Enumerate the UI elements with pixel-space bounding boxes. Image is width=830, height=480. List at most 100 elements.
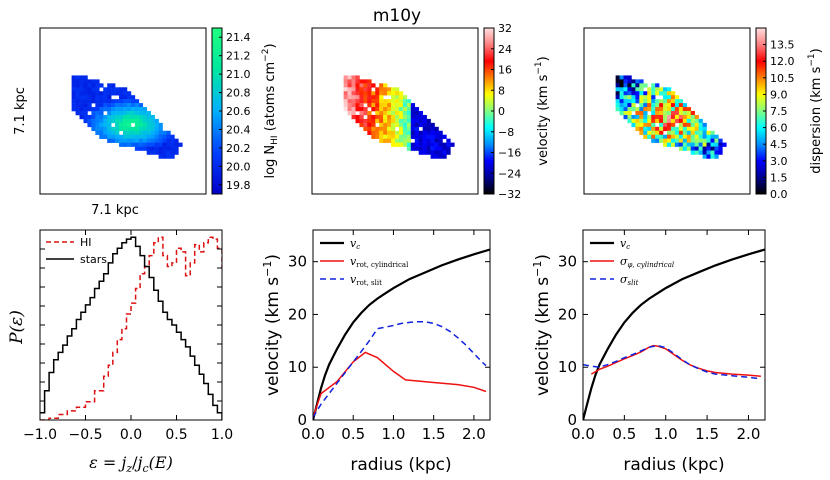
map-pixel xyxy=(87,83,92,88)
map-pixel xyxy=(154,122,159,128)
map-pixel xyxy=(103,122,108,128)
map-pixel xyxy=(698,130,703,136)
map-pixel xyxy=(142,126,148,132)
map-pixel xyxy=(383,103,388,108)
map-pixel xyxy=(115,126,120,132)
map-pixel xyxy=(99,91,104,96)
map-pixel xyxy=(359,111,364,116)
map-pixel xyxy=(387,118,392,124)
map-pixel xyxy=(115,87,120,92)
map-pixel xyxy=(667,114,672,120)
map-pixel xyxy=(134,111,140,116)
map-pixel xyxy=(627,95,632,100)
map-pixel xyxy=(422,134,427,139)
map-pixel xyxy=(678,99,684,104)
map-pixel xyxy=(694,150,699,155)
map-pixel xyxy=(367,95,372,100)
map-pixel xyxy=(627,103,632,108)
dispersion-profile-xtick-label: 2.0 xyxy=(737,425,761,443)
map-pixel xyxy=(111,103,116,108)
map-pixel xyxy=(83,87,88,92)
map-pixel xyxy=(674,134,680,139)
map-pixel xyxy=(682,111,688,116)
map-pixel xyxy=(398,111,404,116)
map-pixel xyxy=(615,83,620,88)
map-pixel xyxy=(123,111,128,116)
map-pixel xyxy=(627,79,632,84)
rotation-legend: vc vrot, cylindrical vrot, slit xyxy=(320,237,409,287)
dispersion-profile-xtick-label: 1.5 xyxy=(695,425,719,443)
legend-vrot-slit-label: vrot, slit xyxy=(350,273,382,287)
map-pixel xyxy=(99,103,104,108)
map-pixel xyxy=(111,111,116,116)
map-pixel xyxy=(627,83,632,88)
hi-colorbar-tick-label: 21.2 xyxy=(226,50,251,63)
map-pixel xyxy=(166,146,171,151)
map-pixel xyxy=(659,107,664,112)
map-pixel xyxy=(130,126,136,132)
map-pixel xyxy=(359,91,364,96)
map-pixel xyxy=(702,126,707,132)
map-pixel xyxy=(95,79,100,84)
map-pixel xyxy=(162,130,167,136)
map-pixel xyxy=(367,99,372,104)
map-pixel xyxy=(107,138,112,143)
map-pixel xyxy=(391,122,396,128)
map-pixel xyxy=(698,138,703,143)
map-pixel xyxy=(115,122,120,128)
map-pixel xyxy=(95,103,100,108)
map-pixel xyxy=(659,91,664,96)
map-pixel xyxy=(359,95,364,100)
map-pixel xyxy=(371,83,376,88)
map-pixel xyxy=(115,99,120,104)
dispersion-colorbar-tick-label: 12.0 xyxy=(770,55,795,68)
map-pixel xyxy=(79,83,84,88)
map-pixel xyxy=(115,138,120,143)
map-pixel xyxy=(406,103,412,108)
map-pixel xyxy=(682,142,688,147)
map-pixel xyxy=(347,111,352,116)
map-pixel xyxy=(126,111,132,116)
map-pixel xyxy=(655,130,660,136)
map-pixel xyxy=(379,134,384,139)
map-pixel xyxy=(79,99,84,104)
map-pixel xyxy=(659,138,664,143)
map-pixel xyxy=(663,95,668,100)
dispersion-map-panel: 13.5 12.0 10.5 9.0 7.5 6.0 4.5 3.0 1.5 0.0 disper… xyxy=(583,27,824,201)
map-pixel xyxy=(686,134,692,139)
map-pixel xyxy=(651,114,656,120)
map-pixel xyxy=(406,138,412,143)
map-pixel xyxy=(166,138,171,143)
map-pixel xyxy=(663,134,668,139)
map-pixel xyxy=(95,126,100,132)
map-pixel xyxy=(379,103,384,108)
circularity-legend: HI stars xyxy=(46,236,107,266)
map-pixel xyxy=(670,99,676,104)
map-pixel xyxy=(406,111,412,116)
map-pixel xyxy=(383,87,388,92)
series-hi-line xyxy=(40,236,222,420)
map-pixel xyxy=(91,87,96,92)
map-pixel xyxy=(355,91,360,96)
map-pixel xyxy=(714,142,719,147)
map-pixel xyxy=(706,134,711,139)
map-pixel xyxy=(115,134,120,139)
map-pixel xyxy=(138,122,144,128)
map-pixel xyxy=(639,103,644,108)
map-pixel xyxy=(659,118,664,124)
map-pixel xyxy=(115,111,120,116)
velocity-colorbar-ticks: 32 24 16 8 0 −8 −16 −24 −32 xyxy=(491,22,521,201)
map-pixel xyxy=(391,103,396,108)
map-pixel xyxy=(363,79,368,84)
map-pixel xyxy=(698,146,703,151)
map-pixel xyxy=(430,146,435,151)
map-pixel xyxy=(95,107,100,112)
map-pixel xyxy=(119,134,124,139)
map-pixel xyxy=(107,95,112,100)
map-pixel xyxy=(351,87,356,92)
map-pixel xyxy=(627,75,632,80)
map-pixel xyxy=(379,111,384,116)
map-pixel xyxy=(83,103,88,108)
map-pixel xyxy=(690,111,695,116)
map-pixel xyxy=(99,99,104,104)
